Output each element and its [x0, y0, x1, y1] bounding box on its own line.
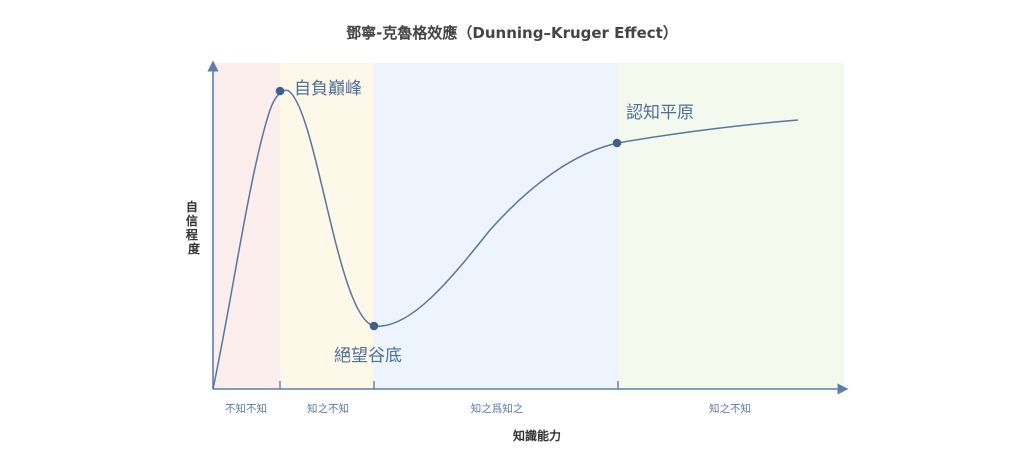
zone-3-band: [374, 63, 618, 389]
zone-label-4: 知之不知: [709, 402, 751, 415]
zone-label-1: 不知不知: [225, 402, 267, 415]
valley-label: 絕望谷底: [334, 346, 402, 366]
peak-label: 自負巔峰: [294, 79, 362, 99]
plateau-marker: [612, 138, 622, 148]
zone-2-band: [280, 63, 374, 389]
zone-label-2: 知之不知: [307, 402, 349, 415]
zone-label-3: 知之爲知之: [471, 402, 524, 415]
valley-marker: [369, 321, 379, 331]
diagram-title: 鄧寧-克魯格效應（Dunning–Kruger Effect）: [346, 24, 678, 42]
zone-4-band: [618, 63, 844, 389]
y-axis-title: 自 信 程 度: [186, 199, 202, 256]
plateau-label: 認知平原: [626, 103, 694, 123]
x-axis-title: 知識能力: [512, 428, 561, 443]
peak-marker: [275, 86, 285, 96]
